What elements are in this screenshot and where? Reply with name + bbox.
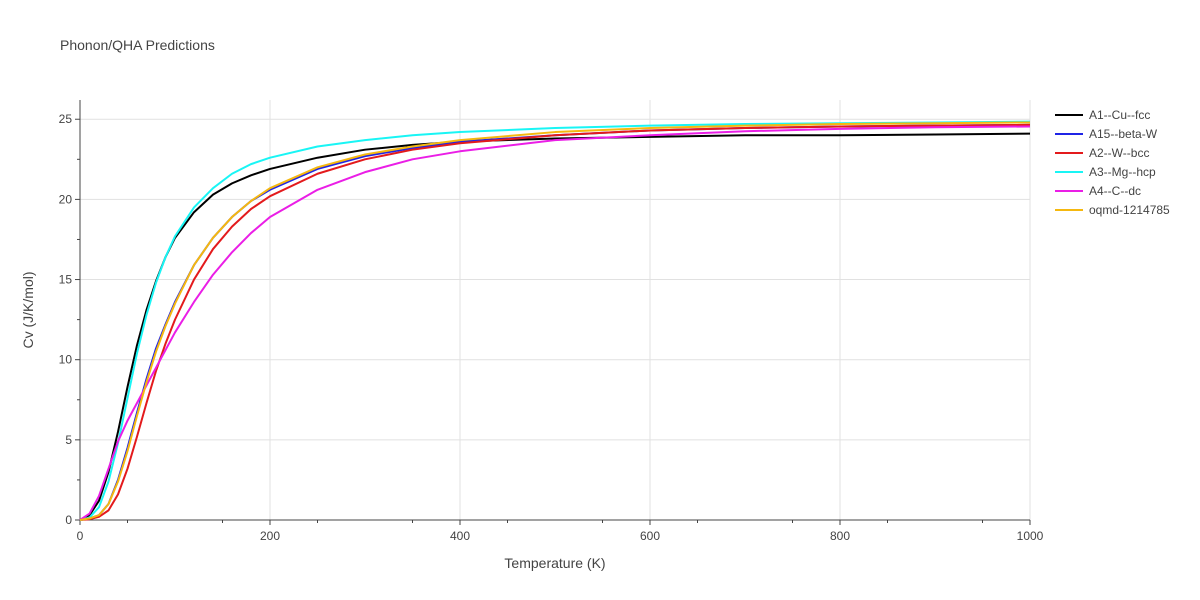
- x-tick-label: 400: [450, 529, 470, 543]
- legend-label: A2--W--bcc: [1089, 146, 1149, 160]
- y-tick-label: 0: [65, 513, 72, 527]
- chart-title: Phonon/QHA Predictions: [60, 37, 215, 53]
- y-axis-title: Cv (J/K/mol): [20, 272, 36, 349]
- grid-layer: [80, 100, 1031, 520]
- axes-layer: 0 200 400 600 800 1000 0 5 10 15 20 25: [59, 100, 1044, 543]
- x-tick-label: 600: [640, 529, 660, 543]
- series-line-5[interactable]: [79, 125, 1031, 521]
- legend-item-3[interactable]: A2--W--bcc: [1055, 146, 1149, 160]
- legend-item-1[interactable]: A1--Cu--fcc: [1055, 108, 1150, 122]
- y-tick-label: 5: [65, 433, 72, 447]
- series-line-2[interactable]: [79, 123, 1031, 521]
- series-line-1[interactable]: [79, 132, 1031, 521]
- y-tick-label: 20: [59, 192, 73, 206]
- y-tick-label: 15: [59, 273, 73, 287]
- legend-label: oqmd-1214785: [1089, 203, 1170, 217]
- legend-item-2[interactable]: A15--beta-W: [1055, 127, 1158, 141]
- series-layer: [79, 120, 1031, 521]
- x-tick-label: 0: [77, 529, 84, 543]
- legend[interactable]: A1--Cu--fcc A15--beta-W A2--W--bcc A3--Mg--…: [1055, 108, 1170, 217]
- y-tick-label: 25: [59, 112, 73, 126]
- legend-label: A15--beta-W: [1089, 127, 1158, 141]
- legend-label: A1--Cu--fcc: [1089, 108, 1150, 122]
- x-tick-label: 800: [830, 529, 850, 543]
- x-tick-label: 200: [260, 529, 280, 543]
- series-line-4[interactable]: [79, 120, 1031, 521]
- series-line-3[interactable]: [79, 123, 1031, 521]
- legend-item-4[interactable]: A3--Mg--hcp: [1055, 165, 1156, 179]
- x-tick-label: 1000: [1017, 529, 1044, 543]
- x-axis-title: Temperature (K): [504, 555, 605, 571]
- legend-item-6[interactable]: oqmd-1214785: [1055, 203, 1170, 217]
- legend-label: A3--Mg--hcp: [1089, 165, 1156, 179]
- legend-item-5[interactable]: A4--C--dc: [1055, 184, 1141, 198]
- legend-label: A4--C--dc: [1089, 184, 1141, 198]
- y-tick-label: 10: [59, 353, 73, 367]
- series-line-6[interactable]: [79, 121, 1031, 521]
